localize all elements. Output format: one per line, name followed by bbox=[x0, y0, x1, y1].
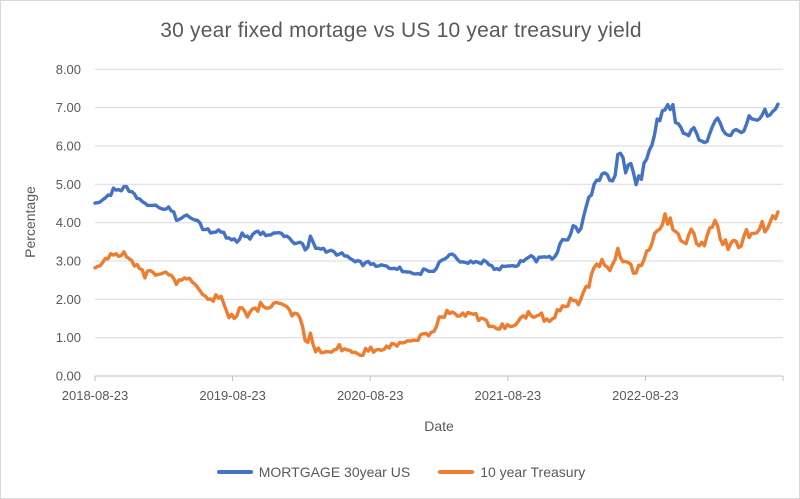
chart-title: 30 year fixed mortage vs US 10 year trea… bbox=[160, 19, 642, 42]
y-tick-label: 2.00 bbox=[56, 292, 81, 307]
legend-label-mortgage: MORTGAGE 30year US bbox=[258, 464, 411, 480]
legend-item-mortgage: MORTGAGE 30year US bbox=[216, 464, 411, 480]
x-tick-label: 2018-08-23 bbox=[62, 388, 129, 403]
legend: MORTGAGE 30year US 10 year Treasury bbox=[1, 462, 799, 482]
y-axis-title: Percentage bbox=[22, 186, 38, 258]
x-tick-label: 2020-08-23 bbox=[337, 388, 404, 403]
x-axis-title: Date bbox=[424, 418, 454, 434]
legend-item-treasury: 10 year Treasury bbox=[438, 464, 585, 480]
treasury-line-marker bbox=[438, 470, 475, 474]
y-tick-label: 6.00 bbox=[56, 139, 81, 154]
mortgage-series-line bbox=[93, 102, 780, 277]
y-tick-label: 5.00 bbox=[56, 177, 81, 192]
x-tick-label: 2019-08-23 bbox=[199, 388, 266, 403]
x-tick-label: 2021-08-23 bbox=[475, 388, 542, 403]
y-tick-label: 1.00 bbox=[56, 330, 81, 345]
y-tick-label: 8.00 bbox=[56, 62, 81, 77]
y-tick-label: 4.00 bbox=[56, 215, 81, 230]
y-tick-label: 7.00 bbox=[56, 100, 81, 115]
x-tick-label: 2022-08-23 bbox=[612, 388, 679, 403]
legend-label-treasury: 10 year Treasury bbox=[480, 464, 586, 480]
y-tick-label: 0.00 bbox=[56, 369, 81, 384]
treasury-series-line bbox=[93, 210, 780, 357]
mortgage-line-marker bbox=[216, 470, 253, 474]
y-tick-label: 3.00 bbox=[56, 254, 81, 269]
